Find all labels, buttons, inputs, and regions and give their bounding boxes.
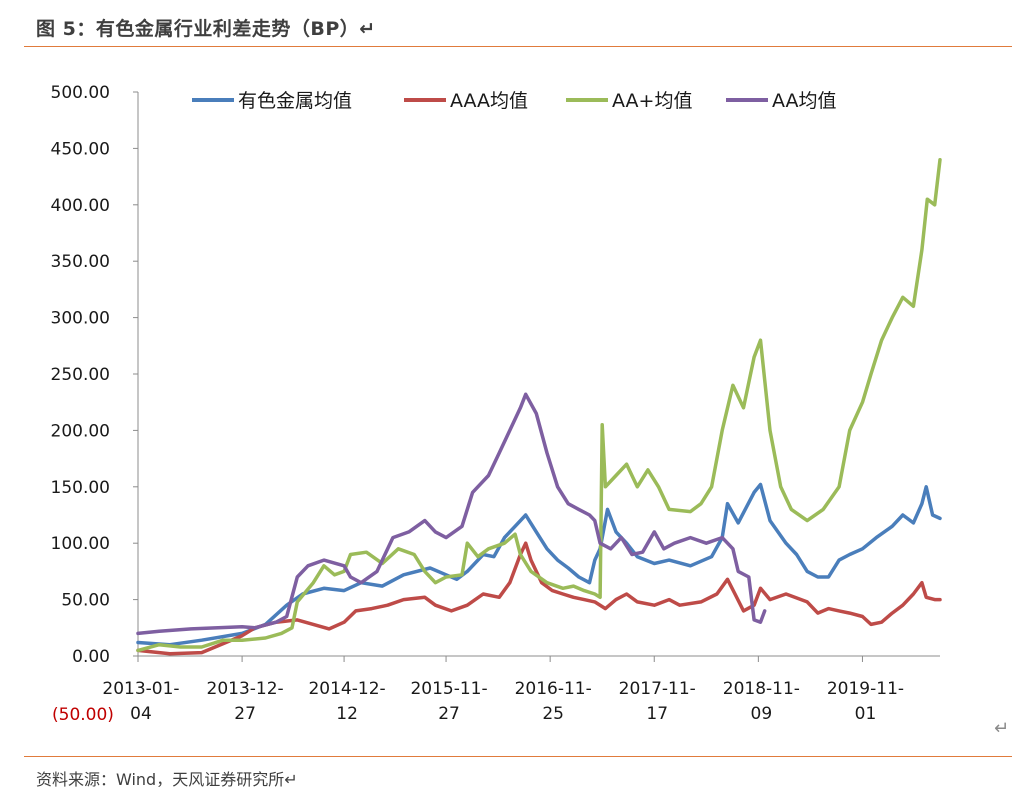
- y-negative-label: (50.00): [52, 705, 114, 725]
- legend-label-4: AA均值: [772, 90, 837, 112]
- series-line-4: [136, 392, 767, 636]
- bottom-divider: [24, 756, 1012, 757]
- series-lines: [136, 157, 942, 656]
- y-tick-label: 100.00: [51, 534, 110, 554]
- x-tick-label-line1: 2013-01-: [102, 679, 179, 699]
- legend-label-1: 有色金属均值: [238, 90, 352, 112]
- x-tick-label-line2: 01: [855, 704, 877, 724]
- x-tick-label-line1: 2016-11-: [515, 679, 592, 699]
- x-tick-label-line1: 2018-11-: [723, 679, 800, 699]
- series-line-1: [136, 482, 942, 647]
- chart-title: 图 5：有色金属行业利差走势（BP）↵: [36, 18, 376, 40]
- source-note: 资料来源：Wind，天风证券研究所↵: [36, 770, 298, 789]
- x-tick-label-line2: 12: [336, 704, 358, 724]
- y-tick-label: 50.00: [61, 591, 110, 611]
- legend-label-2: AAA均值: [450, 90, 528, 112]
- return-mark: ↵: [994, 718, 1010, 739]
- x-tick-label-line1: 2019-11-: [827, 679, 904, 699]
- y-tick-label: 300.00: [51, 309, 110, 329]
- x-tick-label-line1: 2015-11-: [410, 679, 487, 699]
- x-tick-label-line2: 04: [130, 704, 152, 724]
- series-line-3: [136, 157, 942, 653]
- y-tick-label: 450.00: [51, 139, 110, 159]
- y-tick-label: 200.00: [51, 421, 110, 441]
- y-axis: 500.00 450.00 400.00 350.00 300.00 250.00 200.…: [51, 83, 139, 725]
- legend: 有色金属均值 AAA均值 AA+均值 AA均值: [192, 90, 837, 112]
- y-tick-label: 250.00: [51, 365, 110, 385]
- y-tick-label: 0.00: [72, 647, 110, 667]
- x-tick-label-line1: 2014-12-: [308, 679, 385, 699]
- x-tick-label-line2: 09: [751, 704, 773, 724]
- series-line-2: [136, 541, 942, 656]
- x-tick-label-line2: 17: [646, 704, 668, 724]
- legend-label-3: AA+均值: [612, 90, 692, 112]
- x-tick-label-line2: 27: [438, 704, 460, 724]
- x-tick-label-line2: 25: [542, 704, 564, 724]
- x-axis: 2013-01- 04 2013-12- 27 2014-12- 12 2015-11- 27…: [102, 655, 940, 724]
- top-divider: [24, 46, 1012, 47]
- y-tick-label: 150.00: [51, 478, 110, 498]
- x-tick-label-line1: 2017-11-: [619, 679, 696, 699]
- y-tick-label: 500.00: [51, 83, 110, 103]
- y-tick-label: 400.00: [51, 196, 110, 216]
- x-tick-label-line1: 2013-12-: [207, 679, 284, 699]
- x-tick-label-line2: 27: [234, 704, 256, 724]
- y-tick-label: 350.00: [51, 252, 110, 272]
